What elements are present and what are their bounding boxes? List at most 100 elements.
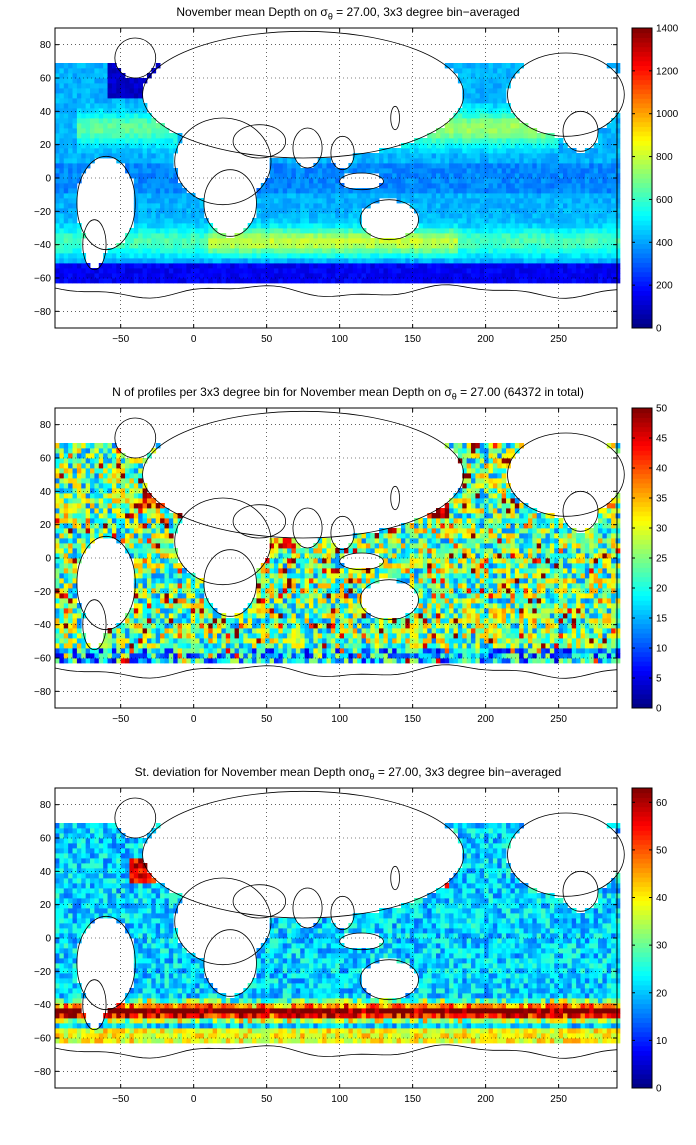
bin-cell [243, 228, 249, 234]
bin-cell [55, 248, 60, 254]
bin-cell [269, 243, 275, 249]
bin-cell [168, 588, 174, 594]
bin-cell [611, 218, 616, 224]
bin-cell [90, 63, 95, 69]
bin-cell [471, 158, 476, 164]
bin-cell [76, 168, 82, 174]
bin-cell [76, 498, 82, 504]
bin-cell [379, 268, 384, 274]
bin-cell [615, 178, 621, 184]
bin-cell [545, 148, 551, 154]
bin-cell [400, 248, 406, 254]
bin-cell [199, 613, 205, 619]
bin-cell [304, 223, 310, 229]
bin-cell [151, 638, 157, 644]
bin-cell [177, 588, 183, 594]
bin-cell [282, 168, 288, 174]
bin-cell [72, 518, 78, 524]
bin-cell [81, 513, 87, 519]
bin-cell [68, 218, 73, 224]
bin-cell [243, 268, 249, 274]
bin-cell [116, 648, 122, 654]
bin-cell [230, 248, 235, 254]
bin-cell [168, 203, 174, 209]
bin-cell [186, 248, 192, 254]
bin-cell [611, 228, 616, 234]
bin-cell [567, 213, 573, 219]
bin-cell [265, 568, 270, 574]
bin-cell [492, 188, 498, 194]
bin-cell [111, 273, 117, 279]
bin-cell [63, 123, 69, 129]
bin-cell [203, 218, 209, 224]
bin-cell [125, 98, 130, 104]
bin-cell [256, 273, 262, 279]
bin-cell [155, 178, 161, 184]
bin-cell [94, 128, 100, 134]
bin-cell [182, 198, 187, 204]
bin-cell [190, 213, 196, 219]
bin-cell [125, 538, 130, 544]
bin-cell [344, 188, 349, 194]
bin-cell [111, 133, 117, 139]
bin-cell [497, 213, 503, 219]
bin-cell [422, 198, 428, 204]
bin-cell [142, 578, 148, 584]
bin-cell [138, 228, 143, 234]
bin-cell [120, 83, 126, 89]
bin-cell [611, 213, 616, 219]
bin-cell [252, 248, 257, 254]
bin-cell [457, 163, 463, 169]
bin-cell [155, 578, 161, 584]
bin-cell [72, 63, 78, 69]
bin-cell [444, 163, 450, 169]
bin-cell [146, 598, 152, 604]
bin-cell [168, 263, 174, 269]
bin-cell [116, 263, 122, 269]
bin-cell [55, 603, 60, 609]
bin-cell [519, 133, 524, 139]
bin-cell [269, 608, 275, 614]
bin-cell [98, 153, 104, 159]
bin-cell [400, 148, 406, 154]
coastline [330, 135, 355, 171]
bin-cell [466, 253, 472, 259]
bin-cell [541, 218, 546, 224]
bin-cell [475, 273, 481, 279]
bin-cell [287, 163, 292, 169]
bin-cell [234, 243, 240, 249]
bin-cell [519, 248, 524, 254]
bin-cell [523, 158, 529, 164]
bin-cell [598, 208, 603, 214]
bin-cell [164, 513, 170, 519]
bin-cell [94, 483, 100, 489]
bin-cell [269, 238, 275, 244]
bin-cell [265, 243, 270, 249]
bin-cell [427, 133, 433, 139]
bin-cell [593, 193, 599, 199]
bin-cell [475, 133, 481, 139]
bin-cell [59, 533, 65, 539]
bin-cell [300, 218, 306, 224]
bin-cell [260, 578, 266, 584]
bin-cell [488, 233, 494, 239]
bin-cell [195, 263, 200, 269]
bin-cell [168, 558, 174, 564]
bin-cell [519, 188, 524, 194]
colorbar-step [632, 215, 652, 221]
bin-cell [142, 618, 148, 624]
bin-cell [291, 273, 297, 279]
bin-cell [173, 598, 179, 604]
bin-cell [379, 188, 384, 194]
bin-cell [164, 173, 170, 179]
bin-cell [107, 448, 113, 454]
bin-cell [357, 203, 362, 209]
bin-cell [107, 453, 113, 459]
bin-cell [164, 588, 170, 594]
bin-cell [488, 213, 494, 219]
bin-cell [532, 238, 538, 244]
bin-cell [230, 618, 235, 624]
bin-cell [479, 248, 485, 254]
bin-cell [449, 273, 454, 279]
bin-cell [444, 183, 450, 189]
